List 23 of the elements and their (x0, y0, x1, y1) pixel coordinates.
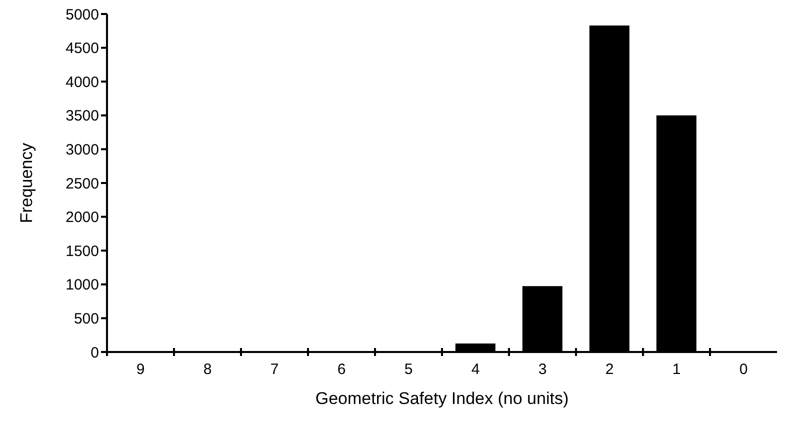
x-tick-label: 7 (270, 361, 279, 378)
x-tick-label: 0 (739, 361, 748, 378)
x-tick-label: 3 (538, 361, 547, 378)
y-tick-label: 500 (74, 310, 99, 328)
x-tick-label: 8 (203, 361, 212, 378)
x-tick-label: 6 (337, 361, 346, 378)
y-tick-label: 2500 (66, 175, 99, 192)
y-tick-label: 2000 (66, 209, 99, 226)
y-tick-label: 5000 (66, 6, 99, 24)
y-tick-label: 4000 (66, 74, 99, 91)
x-tick-label: 9 (136, 361, 145, 378)
y-tick-label: 0 (90, 344, 99, 362)
y-axis-title: Frequency (17, 142, 36, 224)
y-tick-label: 3500 (66, 108, 99, 125)
x-tick-label: 2 (605, 361, 614, 378)
y-tick-label: 1500 (66, 242, 99, 260)
x-axis-title: Geometric Safety Index (no units) (315, 389, 569, 408)
y-tick-label: 4500 (66, 40, 99, 58)
y-tick-label: 1000 (66, 276, 99, 294)
x-tick-label: 1 (672, 361, 681, 378)
x-tick-label: 4 (471, 361, 480, 378)
y-tick-label: 3000 (66, 142, 99, 159)
x-tick-label: 5 (404, 361, 413, 378)
